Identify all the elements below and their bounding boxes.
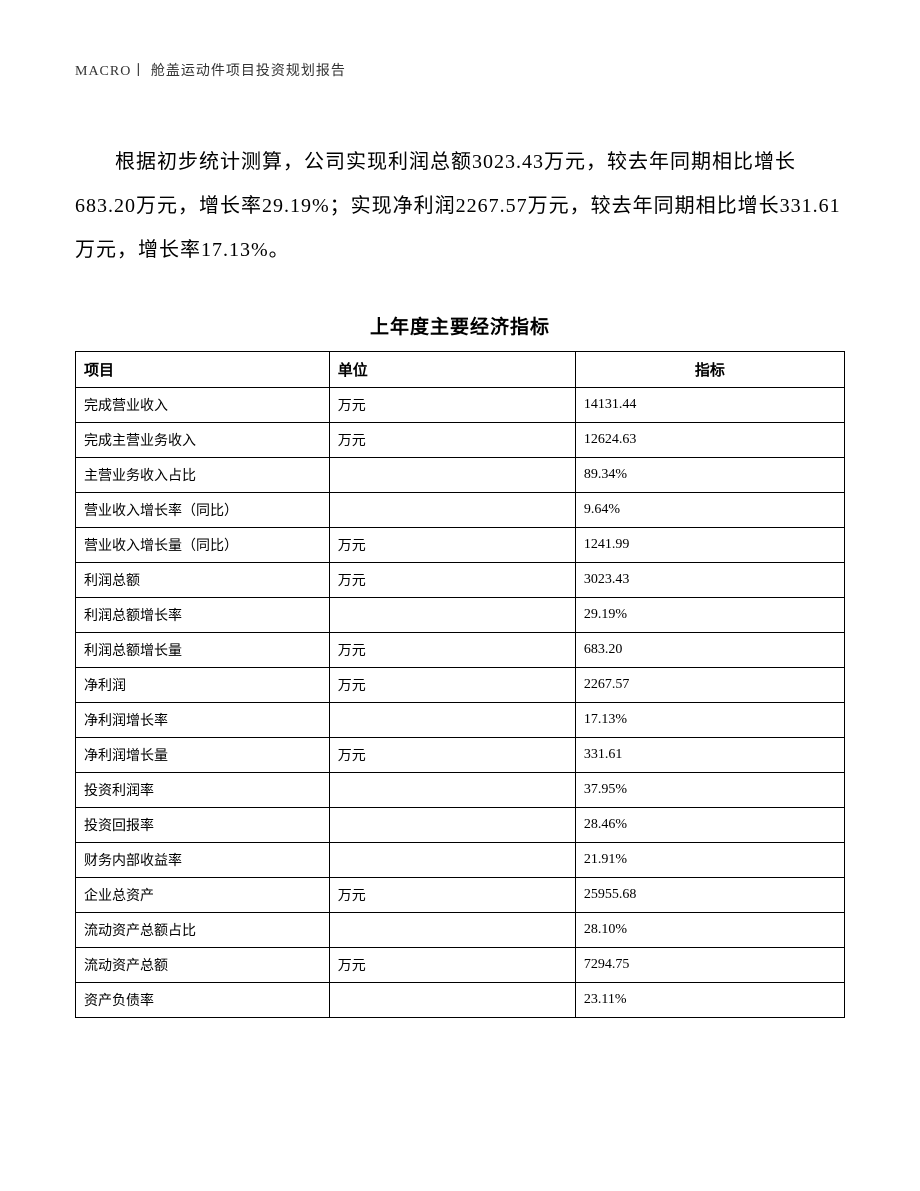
- table-row: 营业收入增长率（同比） 9.64%: [76, 493, 845, 528]
- table-cell: 主营业务收入占比: [76, 458, 330, 493]
- table-cell: 财务内部收益率: [76, 843, 330, 878]
- table-cell: 资产负债率: [76, 983, 330, 1018]
- table-cell: [329, 913, 575, 948]
- table-cell: 万元: [329, 668, 575, 703]
- table-cell: [329, 458, 575, 493]
- table-cell: 14131.44: [575, 388, 844, 423]
- column-header-item: 项目: [76, 352, 330, 388]
- table-cell: [329, 843, 575, 878]
- table-cell: 企业总资产: [76, 878, 330, 913]
- table-cell: 流动资产总额: [76, 948, 330, 983]
- economic-indicators-table: 项目 单位 指标 完成营业收入万元14131.44完成主营业务收入万元12624…: [75, 351, 845, 1018]
- body-paragraph: 根据初步统计测算，公司实现利润总额3023.43万元，较去年同期相比增长683.…: [75, 140, 845, 272]
- table-row: 企业总资产万元25955.68: [76, 878, 845, 913]
- table-cell: 2267.57: [575, 668, 844, 703]
- table-cell: 完成主营业务收入: [76, 423, 330, 458]
- table-cell: 营业收入增长率（同比）: [76, 493, 330, 528]
- table-row: 资产负债率 23.11%: [76, 983, 845, 1018]
- table-cell: 683.20: [575, 633, 844, 668]
- table-cell: 23.11%: [575, 983, 844, 1018]
- column-header-indicator: 指标: [575, 352, 844, 388]
- column-header-unit: 单位: [329, 352, 575, 388]
- table-cell: 万元: [329, 633, 575, 668]
- table-body: 完成营业收入万元14131.44完成主营业务收入万元12624.63主营业务收入…: [76, 388, 845, 1018]
- table-cell: 7294.75: [575, 948, 844, 983]
- table-cell: 万元: [329, 528, 575, 563]
- table-cell: 净利润: [76, 668, 330, 703]
- document-header: MACRO丨 舱盖运动件项目投资规划报告: [75, 60, 845, 80]
- table-cell: [329, 808, 575, 843]
- table-cell: 万元: [329, 423, 575, 458]
- table-cell: 28.10%: [575, 913, 844, 948]
- table-cell: [329, 598, 575, 633]
- table-cell: 331.61: [575, 738, 844, 773]
- table-cell: 1241.99: [575, 528, 844, 563]
- table-cell: 利润总额增长率: [76, 598, 330, 633]
- table-row: 主营业务收入占比 89.34%: [76, 458, 845, 493]
- table-row: 利润总额增长量万元683.20: [76, 633, 845, 668]
- table-cell: 21.91%: [575, 843, 844, 878]
- table-cell: 营业收入增长量（同比）: [76, 528, 330, 563]
- header-text: MACRO丨 舱盖运动件项目投资规划报告: [75, 64, 346, 79]
- table-cell: 37.95%: [575, 773, 844, 808]
- table-row: 利润总额增长率 29.19%: [76, 598, 845, 633]
- table-cell: 净利润增长率: [76, 703, 330, 738]
- table-row: 投资利润率 37.95%: [76, 773, 845, 808]
- table-cell: [329, 773, 575, 808]
- table-cell: 完成营业收入: [76, 388, 330, 423]
- table-row: 净利润增长量万元331.61: [76, 738, 845, 773]
- table-cell: 万元: [329, 563, 575, 598]
- table-cell: [329, 703, 575, 738]
- table-cell: [329, 493, 575, 528]
- table-cell: 万元: [329, 948, 575, 983]
- table-cell: 万元: [329, 878, 575, 913]
- table-row: 流动资产总额万元7294.75: [76, 948, 845, 983]
- table-cell: 29.19%: [575, 598, 844, 633]
- table-row: 营业收入增长量（同比）万元1241.99: [76, 528, 845, 563]
- table-row: 投资回报率 28.46%: [76, 808, 845, 843]
- table-cell: 万元: [329, 738, 575, 773]
- table-row: 利润总额万元3023.43: [76, 563, 845, 598]
- table-cell: 净利润增长量: [76, 738, 330, 773]
- table-cell: 投资利润率: [76, 773, 330, 808]
- table-row: 净利润增长率 17.13%: [76, 703, 845, 738]
- table-cell: 28.46%: [575, 808, 844, 843]
- table-title: 上年度主要经济指标: [75, 312, 845, 339]
- table-row: 净利润万元2267.57: [76, 668, 845, 703]
- table-cell: 25955.68: [575, 878, 844, 913]
- table-title-text: 上年度主要经济指标: [370, 317, 550, 338]
- table-cell: 万元: [329, 388, 575, 423]
- table-cell: 利润总额增长量: [76, 633, 330, 668]
- table-row: 财务内部收益率 21.91%: [76, 843, 845, 878]
- table-row: 流动资产总额占比 28.10%: [76, 913, 845, 948]
- table-cell: 流动资产总额占比: [76, 913, 330, 948]
- table-cell: 利润总额: [76, 563, 330, 598]
- table-cell: 12624.63: [575, 423, 844, 458]
- table-cell: [329, 983, 575, 1018]
- table-cell: 17.13%: [575, 703, 844, 738]
- table-cell: 9.64%: [575, 493, 844, 528]
- table-cell: 投资回报率: [76, 808, 330, 843]
- table-header-row: 项目 单位 指标: [76, 352, 845, 388]
- paragraph-text: 根据初步统计测算，公司实现利润总额3023.43万元，较去年同期相比增长683.…: [75, 151, 841, 261]
- table-cell: 89.34%: [575, 458, 844, 493]
- table-cell: 3023.43: [575, 563, 844, 598]
- table-row: 完成主营业务收入万元12624.63: [76, 423, 845, 458]
- table-row: 完成营业收入万元14131.44: [76, 388, 845, 423]
